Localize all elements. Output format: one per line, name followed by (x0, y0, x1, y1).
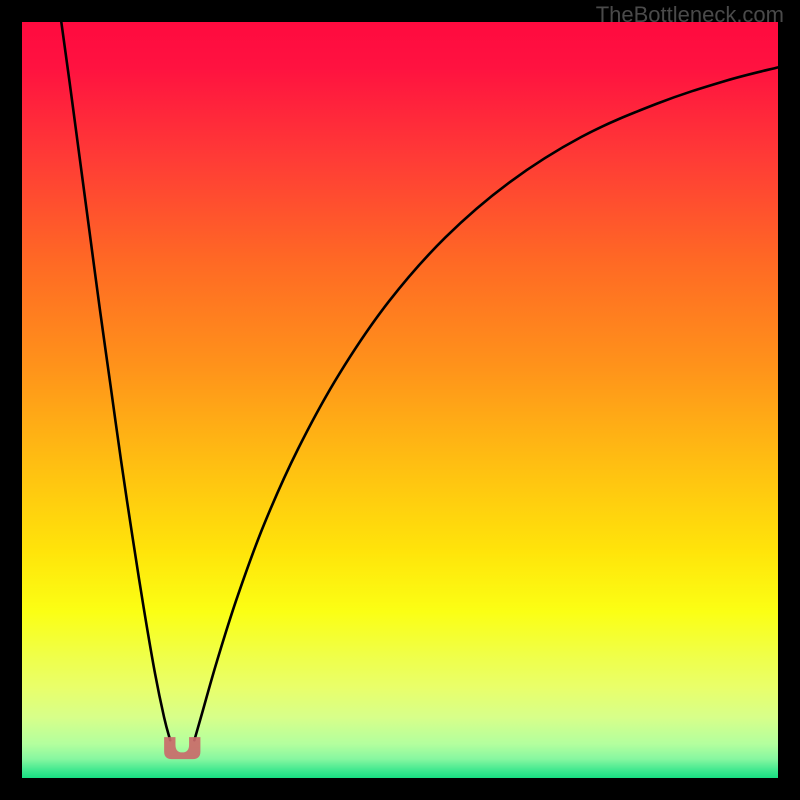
watermark-text: TheBottleneck.com (596, 2, 784, 28)
bottleneck-chart (0, 0, 800, 800)
plot-background (22, 22, 778, 778)
stage: TheBottleneck.com (0, 0, 800, 800)
